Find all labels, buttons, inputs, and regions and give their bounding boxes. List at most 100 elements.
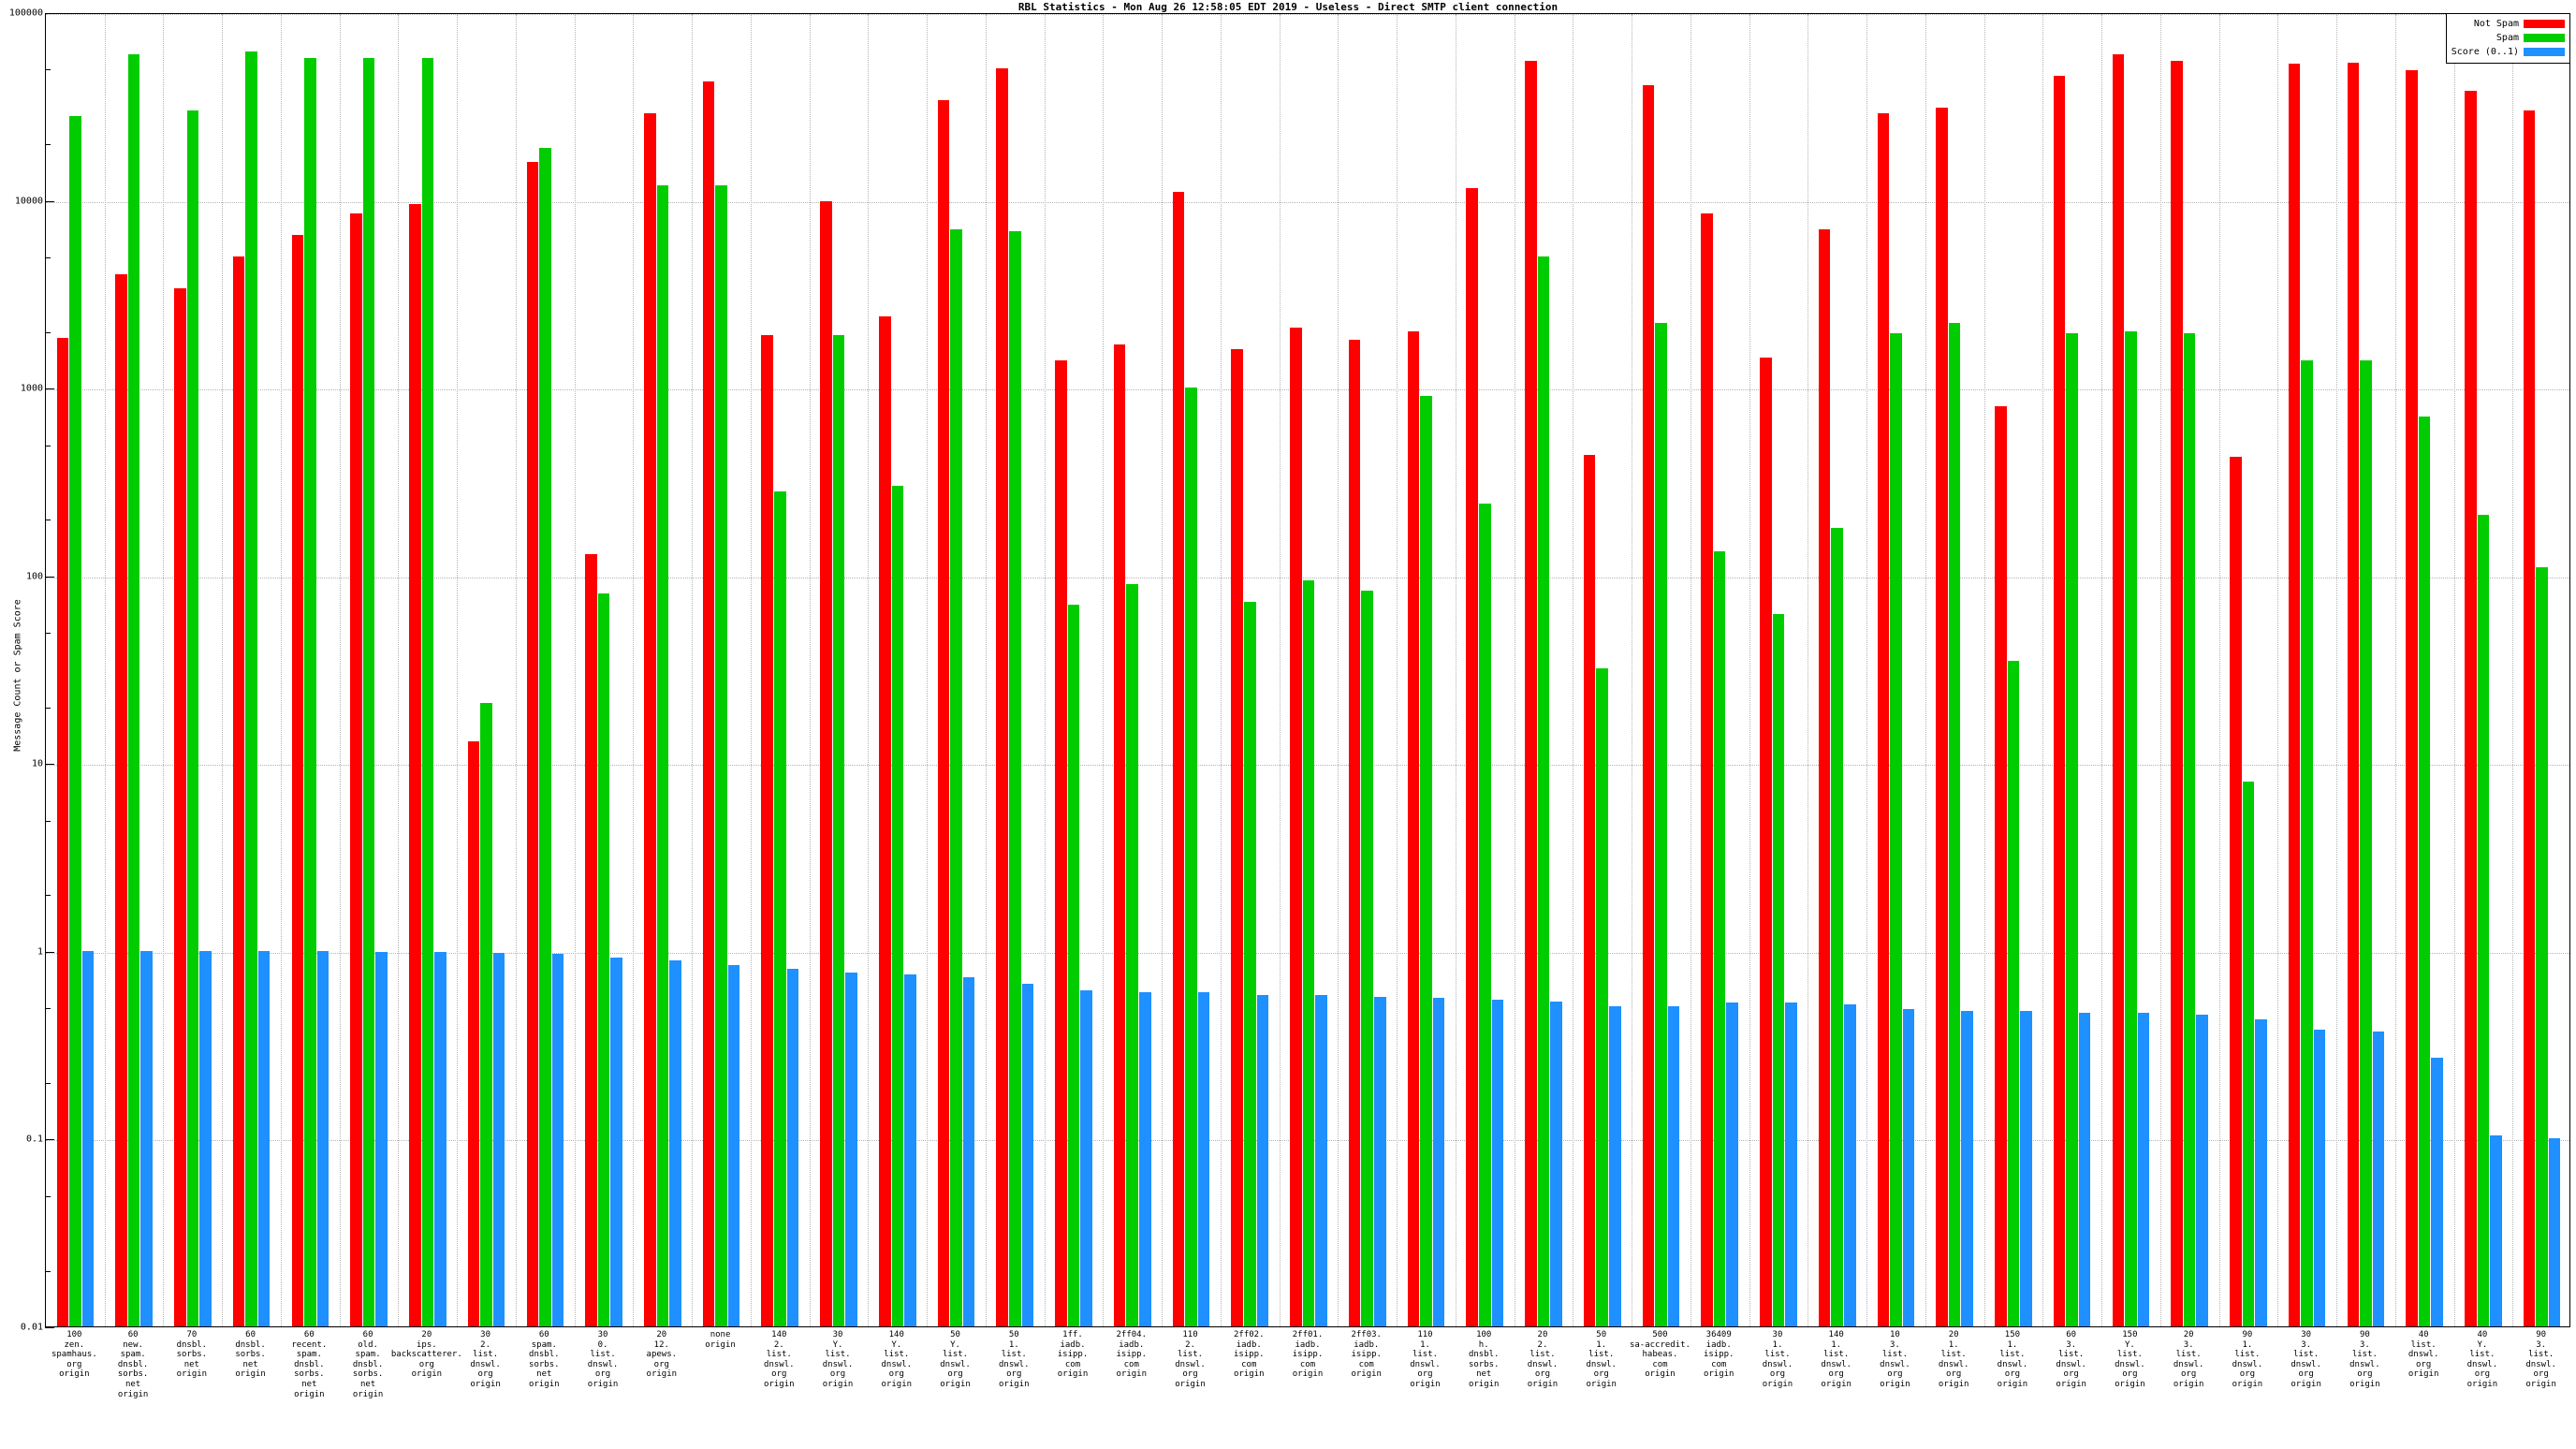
x-tick-label: 30 3. list. dnswl. org origin: [2291, 1330, 2321, 1389]
y-tick-minor: [45, 1008, 51, 1010]
bar-not-spam: [2230, 456, 2242, 1326]
y-tick-major: [45, 1139, 54, 1141]
gridline-vertical: [2453, 14, 2455, 1326]
bar-not-spam: [820, 201, 832, 1326]
bar-score: [316, 950, 329, 1326]
bar-not-spam: [2112, 53, 2125, 1326]
bar-score: [1785, 1003, 1797, 1326]
y-tick-minor: [45, 895, 51, 897]
bar-spam: [2066, 332, 2078, 1326]
bar-spam: [421, 57, 434, 1326]
gridline-vertical: [104, 14, 106, 1326]
x-tick-label: 2ff02. iadb. isipp. com origin: [1233, 1330, 1265, 1380]
y-tick-label: 10: [31, 758, 43, 769]
bar-spam: [1067, 604, 1080, 1326]
y-tick-label: 0.1: [25, 1134, 43, 1145]
bar-not-spam: [1877, 112, 1890, 1326]
bar-not-spam: [291, 235, 304, 1326]
gridline-vertical: [163, 14, 165, 1326]
bar-spam: [1361, 590, 1374, 1326]
bar-not-spam: [1936, 108, 1948, 1326]
bar-spam: [127, 53, 140, 1326]
x-tick-label: 2ff01. iadb. isipp. com origin: [1292, 1330, 1324, 1380]
bar-not-spam: [232, 256, 245, 1326]
bar-score: [2372, 1032, 2385, 1326]
x-tick-label: 140 2. list. dnswl. org origin: [764, 1330, 795, 1389]
bar-score: [2548, 1137, 2561, 1326]
gridline-vertical: [1690, 14, 1691, 1326]
x-tick-label: 50 1. list. dnswl. org origin: [1586, 1330, 1617, 1389]
bar-score: [1197, 992, 1210, 1326]
bar-not-spam: [2523, 110, 2536, 1326]
gridline-vertical: [2159, 14, 2161, 1326]
gridline-vertical: [1866, 14, 1868, 1326]
bar-spam: [2536, 567, 2548, 1326]
y-axis-label: Message Count or Spam Score: [12, 599, 23, 752]
bar-spam: [2007, 661, 2020, 1326]
bar-score: [1550, 1001, 1562, 1326]
bar-not-spam: [1172, 192, 1185, 1326]
bar-not-spam: [702, 80, 715, 1326]
bar-score: [845, 972, 857, 1326]
gridline-vertical: [2512, 14, 2514, 1326]
gridline-vertical: [750, 14, 752, 1326]
x-tick-label: 60 dnsbl. sorbs. net origin: [235, 1330, 266, 1380]
bar-spam: [362, 57, 375, 1326]
gridline-vertical: [1983, 14, 1985, 1326]
bar-spam: [1713, 550, 1726, 1326]
x-tick-label: 60 spam. dnsbl. sorbs. net origin: [529, 1330, 560, 1389]
gridline-vertical: [574, 14, 576, 1326]
bar-spam: [2301, 359, 2313, 1326]
bar-score: [1491, 999, 1504, 1326]
x-tick-label: 20 12. apews. org origin: [646, 1330, 678, 1380]
x-tick-label: 36409 iadb. isipp. com origin: [1703, 1330, 1734, 1380]
bar-not-spam: [1055, 359, 1067, 1326]
bar-not-spam: [878, 315, 891, 1326]
gridline-vertical: [1279, 14, 1281, 1326]
bar-not-spam: [1407, 330, 1420, 1326]
bar-score: [786, 969, 799, 1326]
x-tick-label: 140 Y. list. dnswl. org origin: [881, 1330, 913, 1389]
bar-score: [140, 950, 153, 1326]
bar-score: [1608, 1005, 1621, 1326]
y-tick-label: 100: [25, 571, 43, 582]
bar-score: [2020, 1010, 2032, 1326]
gridline-horizontal: [46, 14, 2569, 15]
bar-not-spam: [996, 68, 1008, 1326]
y-tick-label: 0.01: [20, 1322, 43, 1333]
y-tick-minor: [45, 633, 51, 635]
bar-spam: [480, 702, 492, 1326]
gridline-vertical: [1397, 14, 1398, 1326]
x-tick-label: 110 2. list. dnswl. org origin: [1175, 1330, 1206, 1389]
bar-not-spam: [1525, 61, 1537, 1326]
x-tick-label: 90 3. list. dnswl. org origin: [2525, 1330, 2556, 1389]
bar-not-spam: [1642, 84, 1655, 1326]
bar-score: [2313, 1030, 2326, 1326]
x-tick-label: 90 1. list. dnswl. org origin: [2232, 1330, 2263, 1389]
x-tick-label: 110 1. list. dnswl. org origin: [1410, 1330, 1441, 1389]
gridline-vertical: [692, 14, 694, 1326]
gridline-vertical: [633, 14, 635, 1326]
bar-score: [2078, 1012, 2091, 1326]
bar-score: [669, 960, 681, 1326]
gridline-vertical: [222, 14, 224, 1326]
bar-score: [1315, 995, 1327, 1326]
bar-score: [492, 952, 505, 1326]
bar-spam: [2242, 781, 2255, 1326]
gridline-vertical: [2336, 14, 2338, 1326]
x-tick-label: 2ff04. iadb. isipp. com origin: [1116, 1330, 1148, 1380]
bar-not-spam: [526, 161, 539, 1326]
y-tick-minor: [45, 69, 51, 71]
gridline-vertical: [809, 14, 811, 1326]
bar-not-spam: [1583, 454, 1596, 1326]
bar-score: [81, 950, 95, 1326]
y-tick-minor: [45, 707, 51, 709]
legend-swatch: [2524, 34, 2565, 42]
x-tick-label: 60 old. spam. dnsbl. sorbs. net origin: [352, 1330, 384, 1399]
y-tick-label: 1000: [20, 383, 43, 394]
bar-score: [610, 958, 622, 1326]
gridline-vertical: [2101, 14, 2103, 1326]
bar-spam: [1243, 602, 1256, 1326]
y-tick-minor: [45, 331, 51, 333]
